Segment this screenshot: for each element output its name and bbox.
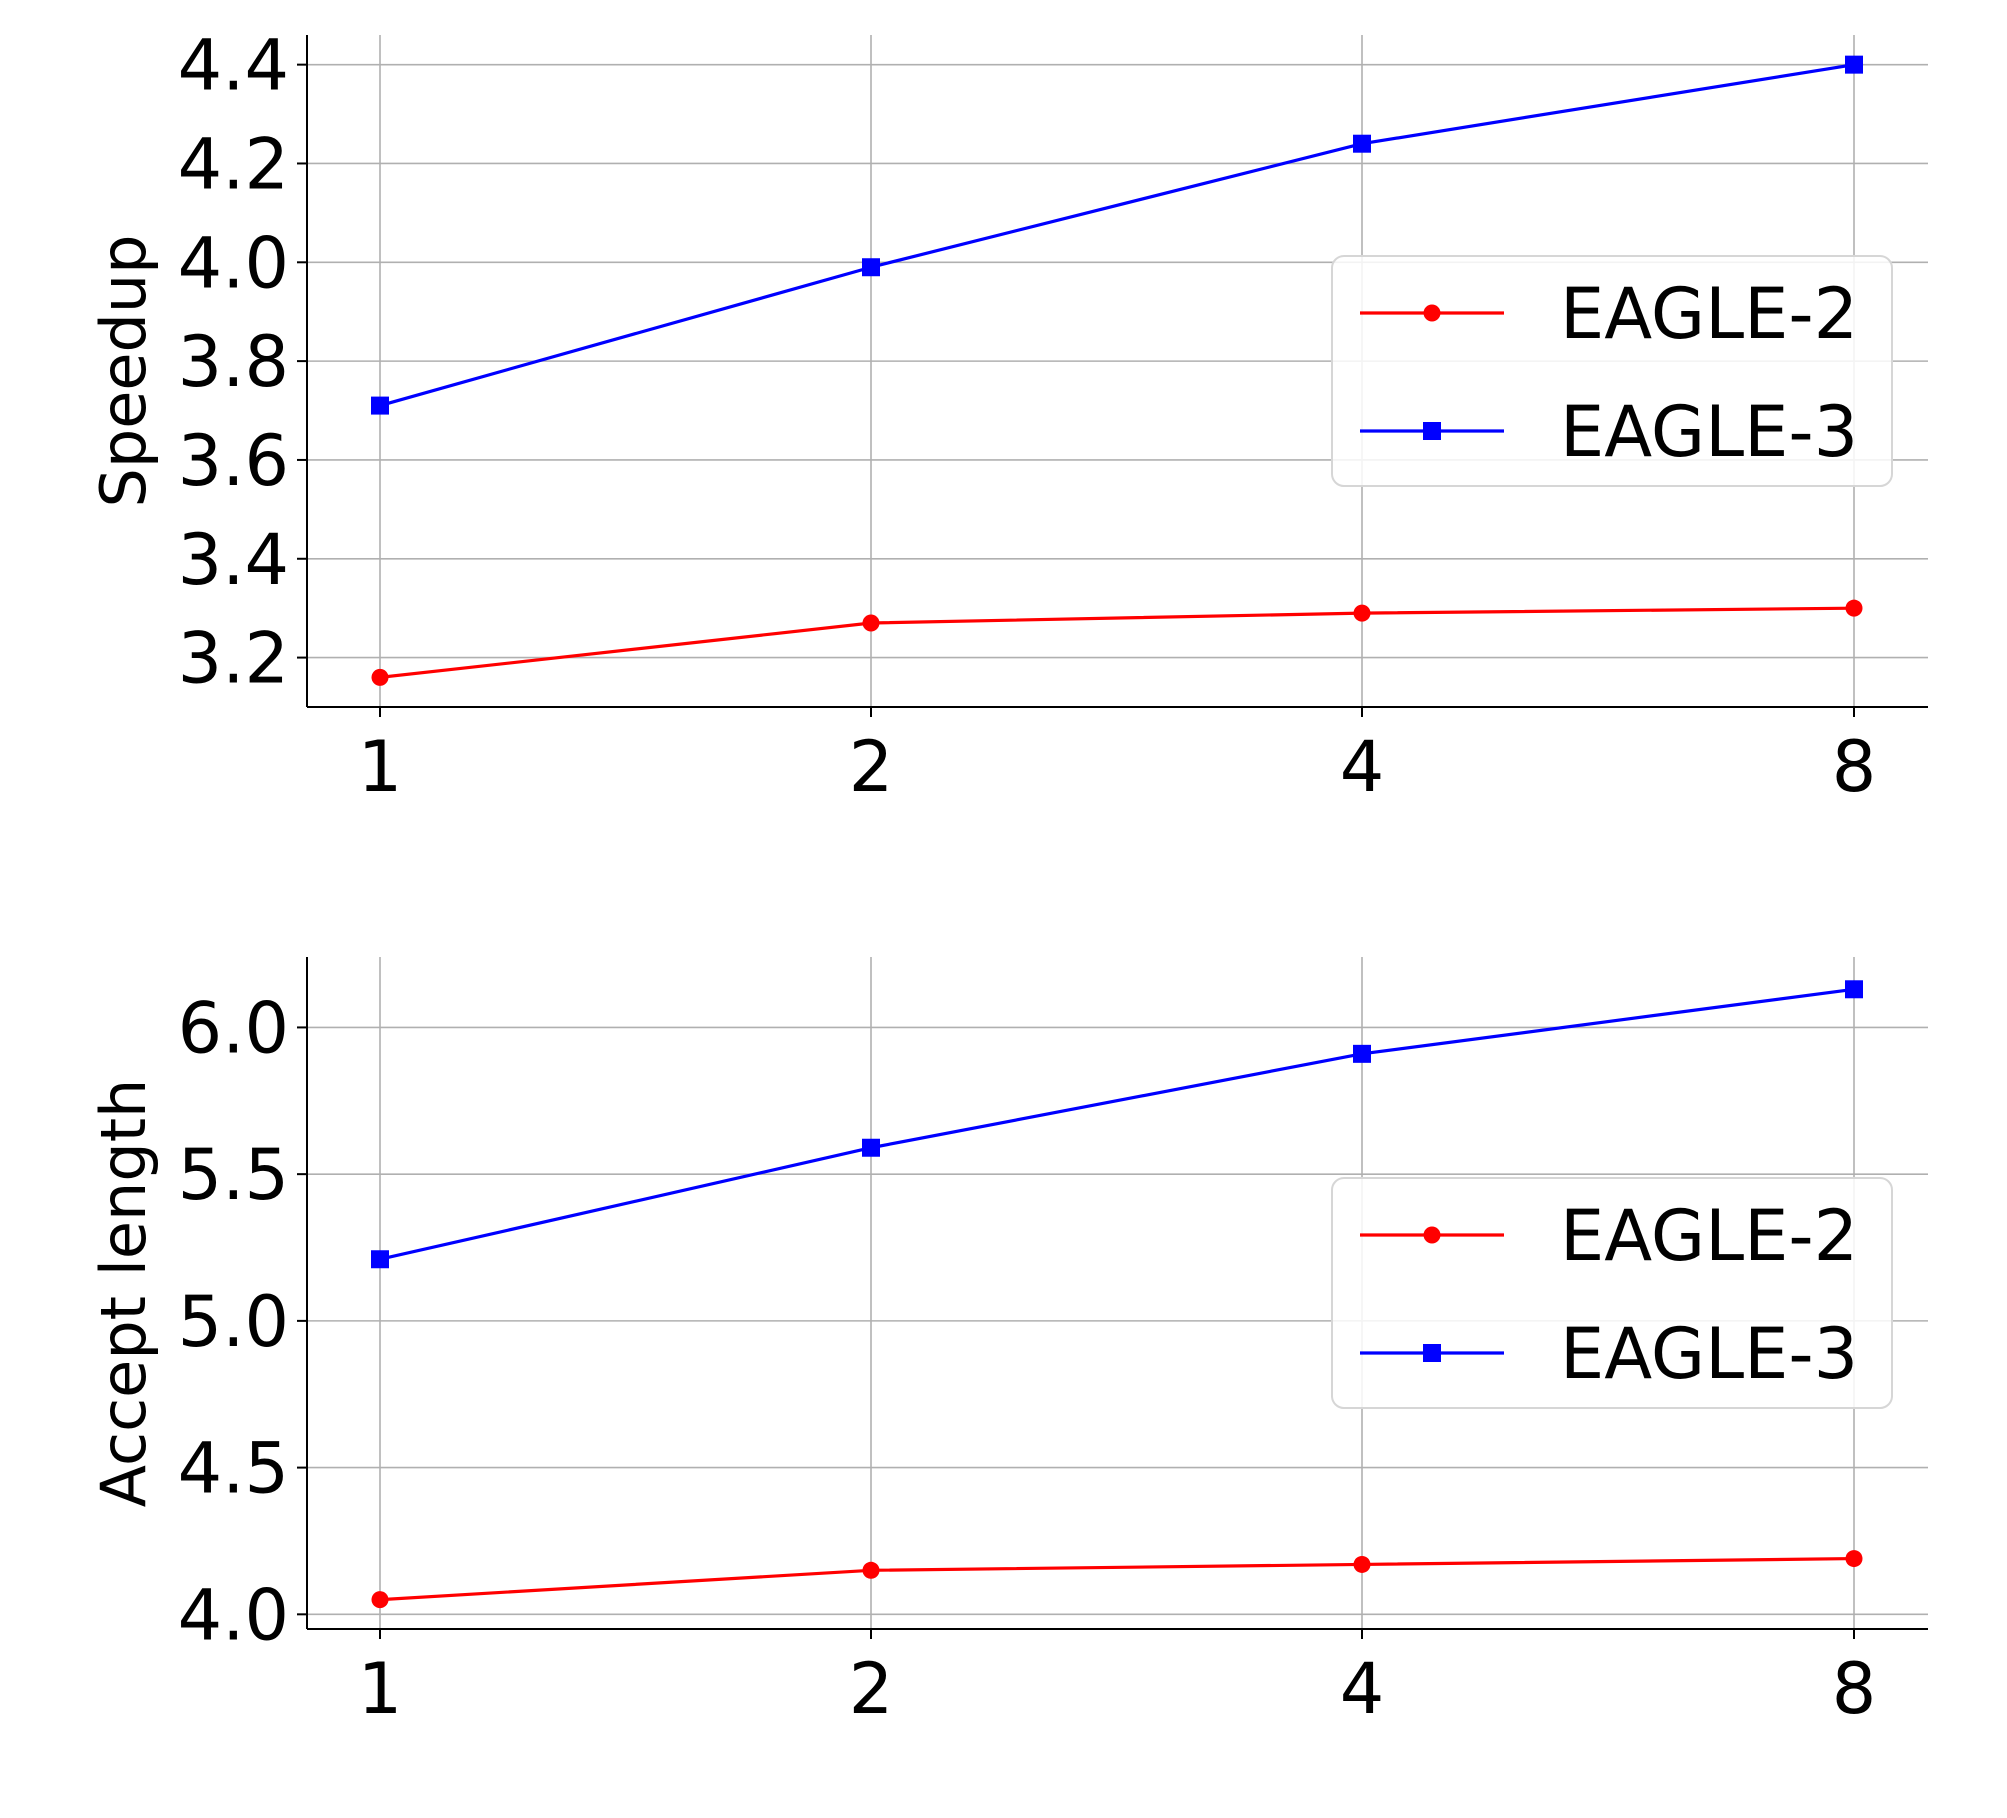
legend-marker bbox=[1423, 304, 1441, 322]
legend-marker bbox=[1423, 1344, 1441, 1362]
x-tick-label: 8 bbox=[1832, 1648, 1877, 1730]
data-point bbox=[862, 1138, 880, 1157]
y-axis-label: Speedup bbox=[87, 234, 160, 507]
legend: EAGLE-2 EAGLE-3 bbox=[1331, 1177, 1893, 1409]
series-line bbox=[379, 1556, 1855, 1602]
data-point bbox=[371, 1250, 389, 1269]
y-tick-label: 5.5 bbox=[178, 1134, 289, 1216]
legend-label: EAGLE-2 bbox=[1560, 1195, 1858, 1277]
y-tick-label: 4.2 bbox=[178, 123, 289, 205]
legend-marker bbox=[1423, 1226, 1441, 1244]
data-point bbox=[371, 396, 389, 415]
y-axis-label: Accept length bbox=[87, 1079, 160, 1508]
series-eagle-3 bbox=[371, 980, 1863, 1269]
x-tick-label: 8 bbox=[1832, 726, 1877, 808]
y-tick-label: 4.4 bbox=[178, 25, 289, 107]
data-point bbox=[1353, 134, 1371, 153]
data-point bbox=[1845, 1550, 1863, 1568]
legend-marker bbox=[1423, 422, 1441, 440]
series-eagle-3 bbox=[371, 55, 1863, 415]
legend-entry: EAGLE-2 bbox=[1360, 1195, 1858, 1277]
data-point bbox=[371, 1591, 389, 1609]
y-tick-label: 5.0 bbox=[178, 1281, 289, 1363]
x-tick-label: 4 bbox=[1340, 1648, 1385, 1730]
data-point bbox=[1353, 1044, 1371, 1063]
y-tick-label: 4.5 bbox=[178, 1428, 289, 1510]
x-tick-label: 2 bbox=[849, 1648, 894, 1730]
y-tick-label: 3.2 bbox=[178, 618, 289, 700]
series-eagle-2 bbox=[371, 1550, 1863, 1609]
series-line bbox=[379, 987, 1855, 1261]
data-point bbox=[862, 1561, 880, 1579]
y-tick-label: 3.6 bbox=[178, 420, 289, 502]
data-point bbox=[1845, 55, 1863, 74]
legend-label: EAGLE-3 bbox=[1560, 1313, 1858, 1395]
x-tick-label: 2 bbox=[849, 726, 894, 808]
y-tick-label: 6.0 bbox=[178, 987, 289, 1069]
x-tick-label: 1 bbox=[358, 1648, 403, 1730]
data-point bbox=[862, 614, 880, 632]
data-point bbox=[1353, 604, 1371, 622]
data-point bbox=[1845, 980, 1863, 999]
legend-label: EAGLE-2 bbox=[1560, 273, 1858, 355]
series-line bbox=[379, 606, 1855, 679]
legend-entry: EAGLE-3 bbox=[1360, 1313, 1858, 1395]
series-line bbox=[379, 63, 1855, 408]
legend: EAGLE-2 EAGLE-3 bbox=[1331, 255, 1893, 487]
x-tick-label: 4 bbox=[1340, 726, 1385, 808]
data-point bbox=[862, 258, 880, 277]
y-tick-label: 4.0 bbox=[178, 222, 289, 304]
y-tick-label: 3.8 bbox=[178, 321, 289, 403]
series-eagle-2 bbox=[371, 599, 1863, 686]
legend-label: EAGLE-3 bbox=[1560, 391, 1858, 473]
y-tick-label: 4.0 bbox=[178, 1574, 289, 1656]
y-tick-label: 3.4 bbox=[178, 519, 289, 601]
data-point bbox=[1353, 1555, 1371, 1573]
data-point bbox=[371, 668, 389, 686]
legend-entry: EAGLE-2 bbox=[1360, 273, 1858, 355]
data-point bbox=[1845, 599, 1863, 617]
legend-entry: EAGLE-3 bbox=[1360, 391, 1858, 473]
x-tick-label: 1 bbox=[358, 726, 403, 808]
